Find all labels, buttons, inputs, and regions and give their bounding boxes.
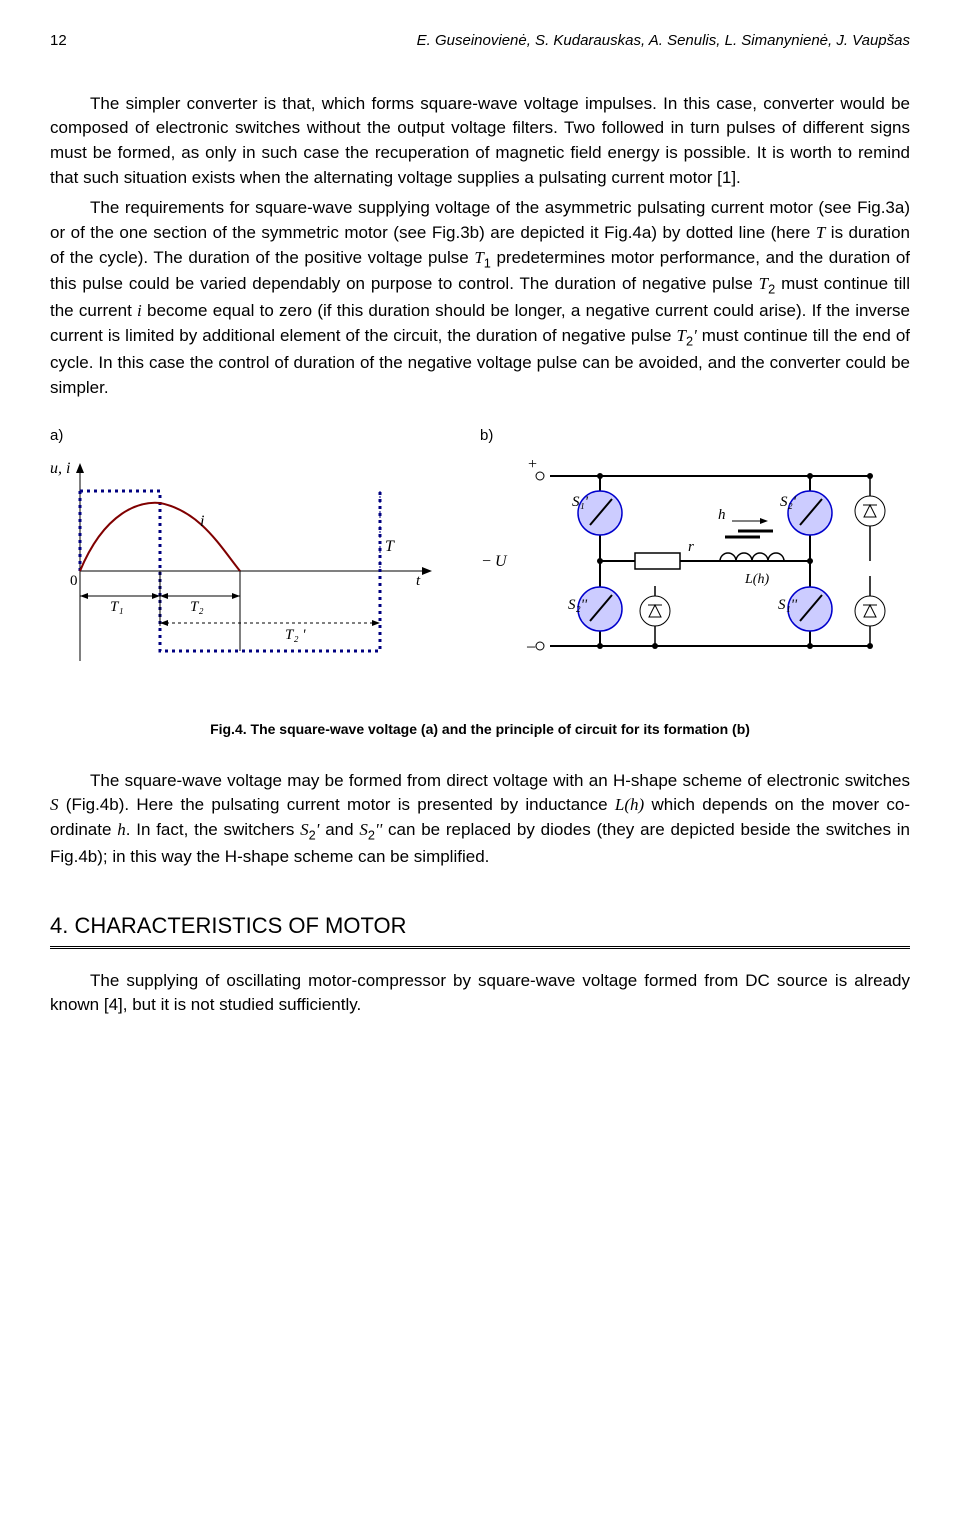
label-U: U	[495, 553, 508, 570]
p3-b: (Fig.4b). Here the pulsating current mot…	[59, 795, 615, 814]
svg-text:−: −	[482, 553, 491, 570]
sym-S2b-sub: 2	[368, 828, 375, 843]
sym-S2b: S	[359, 820, 368, 839]
label-T: T	[385, 538, 395, 555]
figure-4b-svg: + − U − r	[480, 451, 910, 671]
axis-ui: u, i	[50, 460, 70, 477]
sym-Lh: L(h)	[615, 795, 644, 814]
page-header: 12 E. Guseinovienė, S. Kudarauskas, A. S…	[50, 30, 910, 52]
figure-4a: a) u, i 0 t i T	[50, 425, 440, 688]
sym-T: T	[816, 223, 825, 242]
figure-caption: Fig.4. The square-wave voltage (a) and t…	[50, 719, 910, 739]
label-i: i	[200, 513, 204, 530]
fig-a-label: a)	[50, 425, 440, 447]
paragraph-4: The supplying of oscillating motor-compr…	[50, 969, 910, 1018]
sym-S: S	[50, 795, 59, 814]
paragraph-2: The requirements for square-wave supplyi…	[50, 196, 910, 400]
sym-T2p: T	[677, 326, 686, 345]
figure-row: a) u, i 0 t i T	[50, 425, 910, 688]
axis-zero: 0	[70, 573, 78, 589]
sym-S2a-sub: 2	[309, 828, 316, 843]
label-Lh: L(h)	[744, 572, 769, 587]
label-S2pp: S₂''	[568, 597, 588, 613]
label-T1: T₁	[110, 599, 124, 615]
label-T2p: T₂ '	[285, 627, 306, 643]
figure-4a-svg: u, i 0 t i T T₁ T₂	[50, 451, 440, 681]
axis-t: t	[416, 573, 421, 589]
p3-e: and	[319, 820, 359, 839]
sym-T1: T	[474, 248, 483, 267]
p3-a: The square-wave voltage may be formed fr…	[90, 771, 910, 790]
p3-d: . In fact, the switchers	[126, 820, 300, 839]
fig-b-label: b)	[480, 425, 910, 447]
section-title: 4. CHARACTERISTICS OF MOTOR	[50, 910, 910, 949]
label-S2p: S₂'	[780, 494, 797, 510]
paragraph-1: The simpler converter is that, which for…	[50, 92, 910, 191]
label-h: h	[718, 507, 726, 523]
term-plus: +	[528, 456, 537, 473]
sym-S2a: S	[300, 820, 309, 839]
sym-T2p-sub: 2	[686, 333, 693, 348]
page-number: 12	[50, 30, 67, 52]
p2-a: The requirements for square-wave supplyi…	[50, 198, 910, 242]
term-minus: −	[526, 637, 536, 657]
sym-h: h	[117, 820, 126, 839]
sym-T1-sub: 1	[484, 255, 491, 270]
figure-4b: b) + − U −	[480, 425, 910, 678]
label-T2: T₂	[190, 599, 204, 615]
authors-line: E. Guseinovienė, S. Kudarauskas, A. Senu…	[417, 30, 910, 52]
label-S1pp: S₁''	[778, 597, 798, 613]
paragraph-3: The square-wave voltage may be formed fr…	[50, 769, 910, 870]
label-r: r	[688, 539, 694, 555]
sym-T2: T	[759, 274, 768, 293]
label-S1p: S₁'	[572, 494, 589, 510]
